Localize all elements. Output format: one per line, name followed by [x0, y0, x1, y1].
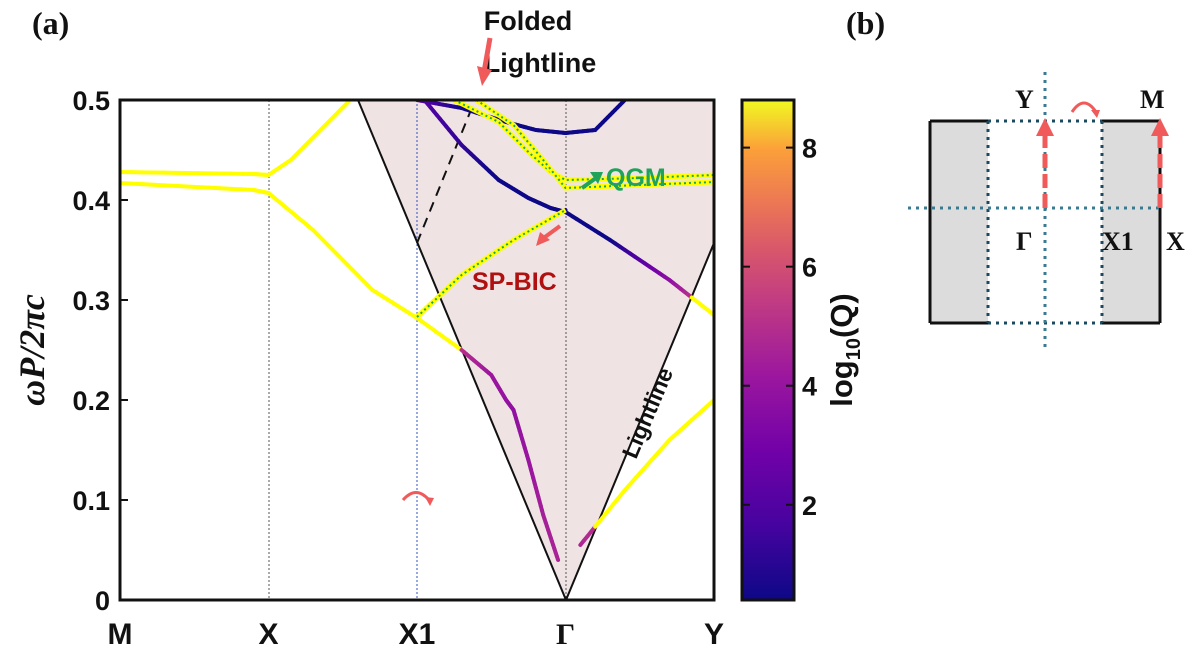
fold-arrow-icon [401, 491, 431, 502]
colorbar-tick-label: 6 [802, 253, 817, 283]
band-7-segment [733, 389, 735, 390]
band-7-segment [723, 394, 725, 395]
colorbar-ticks: 2 4 6 8 [742, 134, 817, 521]
band-4-segment [731, 323, 733, 324]
band-4-segment [726, 320, 728, 321]
x-tick-label: X1 [399, 618, 436, 651]
band-4-segment [719, 317, 721, 318]
bz-label-x: X [1166, 227, 1185, 256]
colorbar: 2 4 6 8 log10(Q) [740, 98, 865, 602]
band-4-segment [721, 318, 723, 319]
band-7-segment [729, 391, 731, 392]
bz-label-x1: X1 [1102, 227, 1134, 256]
bz-label-y: Y [1015, 85, 1034, 114]
band-7-segment [727, 392, 729, 393]
spbic-label: SP-BIC [472, 268, 557, 296]
band-plot [118, 98, 738, 602]
folded-lightline [416, 99, 476, 244]
y-tick-label: 0.4 [72, 186, 110, 216]
folded-lightline-annotation: Folded Lightline [477, 6, 596, 86]
qgm-band-6-dots [475, 100, 714, 190]
folded-lightline-arrow [481, 37, 493, 73]
lightline-right [565, 242, 715, 601]
band-4-segment [724, 319, 726, 320]
colorbar-tick-label: 4 [802, 372, 817, 402]
band-4-segment [716, 316, 718, 317]
band-7-segment [718, 397, 720, 398]
bz-left-shaded [930, 121, 988, 323]
y-tick-label: 0 [95, 586, 110, 616]
colorbar-gradient [740, 98, 796, 602]
panel-b-label: (b) [846, 5, 885, 41]
band-7-segment [721, 395, 723, 396]
colorbar-label: log10(Q) [824, 293, 865, 407]
y-axis-label: ωP/2πc [12, 294, 52, 406]
y-tick-label: 0.2 [72, 386, 110, 416]
y-tick-label: 0.3 [72, 286, 110, 316]
bz-right-shaded [1102, 121, 1160, 323]
y-tick-label: 0.1 [72, 486, 110, 516]
band-7-segment [725, 393, 727, 394]
band-7-segment [731, 390, 733, 391]
x-tick-label: M [108, 618, 133, 651]
folded-lightline-label-line1: Folded [484, 6, 573, 36]
bz-label-m: M [1140, 85, 1165, 114]
qgm-band-2-dots [416, 209, 566, 318]
band-1-segment [554, 554, 561, 562]
brillouin-zone-schematic: Y M Γ X1 X [908, 72, 1185, 352]
qgm-overlay [415, 100, 714, 319]
band-4-segment [736, 325, 738, 326]
x-tick-label: Y [704, 618, 724, 651]
colorbar-tick-label: 8 [802, 134, 817, 164]
x-axis: M X X1 Γ Y [108, 618, 725, 651]
qgm-annotation: QGM [580, 164, 666, 192]
y-tick-label: 0.5 [72, 86, 110, 116]
band-4-segment [734, 324, 736, 325]
qgm-label: QGM [606, 164, 666, 192]
band-7-segment [713, 398, 714, 400]
spbic-annotation: SP-BIC [472, 224, 562, 296]
light-cone-region [358, 100, 714, 600]
folded-lightline-arrowhead [477, 66, 492, 86]
colorbar-tick-label: 2 [802, 491, 817, 521]
band-7-segment [734, 388, 736, 389]
band-7-segment [720, 396, 722, 397]
y-axis: 0 0.1 0.2 0.3 0.4 0.5 [72, 86, 128, 616]
x-tick-label: X [258, 618, 278, 651]
fold-arrow-head [425, 497, 434, 506]
bz-label-gamma: Γ [1016, 227, 1033, 256]
x-tick-label: Γ [556, 618, 575, 651]
folded-lightline-label-line2: Lightline [484, 48, 596, 78]
panel-a-label: (a) [32, 5, 69, 41]
plot-frame [118, 98, 716, 602]
band-4-segment [729, 322, 731, 323]
